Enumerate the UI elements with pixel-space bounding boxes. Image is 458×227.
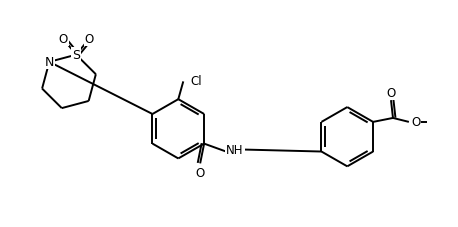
Text: O: O — [387, 86, 396, 99]
Text: O: O — [196, 166, 205, 179]
Text: S: S — [72, 49, 80, 62]
Text: Cl: Cl — [190, 75, 202, 88]
Text: NH: NH — [226, 143, 244, 156]
Text: O: O — [84, 33, 94, 46]
Text: N: N — [44, 56, 54, 69]
Text: O: O — [59, 33, 68, 46]
Text: O: O — [411, 116, 420, 129]
